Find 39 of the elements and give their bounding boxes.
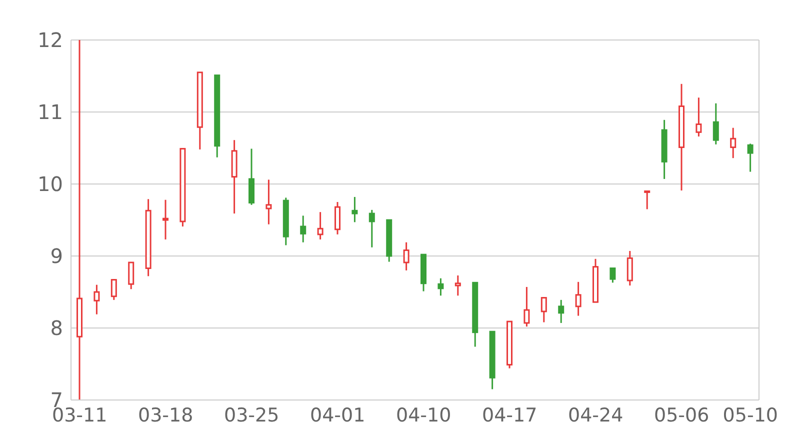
candlestick — [626, 250, 633, 286]
candlestick — [610, 267, 616, 284]
x-tick-label: 03-25 — [224, 404, 280, 426]
candlestick — [524, 286, 530, 328]
candlestick — [110, 278, 117, 301]
candlestick — [334, 201, 341, 236]
y-tick-label: 8 — [50, 316, 63, 340]
candlestick — [128, 262, 134, 290]
candlestick — [317, 211, 324, 240]
candlestick — [76, 40, 83, 400]
x-tick-label: 03-18 — [138, 404, 194, 426]
candlestick — [558, 299, 564, 324]
x-tick-label: 05-10 — [722, 404, 778, 426]
candlestick — [575, 281, 582, 317]
y-tick-label: 9 — [50, 244, 63, 268]
y-tick-label: 11 — [38, 100, 63, 124]
candlestick — [644, 190, 650, 210]
candlestick — [438, 278, 444, 296]
x-tick-label: 05-06 — [654, 404, 710, 426]
candlestick — [266, 178, 272, 226]
x-tick-label: 04-10 — [396, 404, 452, 426]
candlestick — [368, 209, 375, 248]
y-tick-label: 12 — [38, 28, 63, 52]
candlestick — [300, 214, 306, 244]
candlestick — [248, 148, 255, 206]
candlestick — [747, 142, 754, 173]
y-tick-label: 10 — [38, 172, 63, 196]
candlestick — [454, 274, 461, 296]
candlestick — [162, 199, 169, 240]
candlestick — [94, 284, 100, 316]
candlestick — [403, 242, 410, 272]
x-tick-label: 04-24 — [568, 404, 624, 426]
x-tick-label: 04-17 — [482, 404, 538, 426]
x-tick-label: 04-01 — [310, 404, 366, 426]
candlestick — [712, 102, 719, 146]
candlestick — [730, 127, 736, 159]
candlestick — [696, 96, 702, 138]
candlestick — [352, 196, 358, 223]
candlestick — [540, 296, 547, 323]
